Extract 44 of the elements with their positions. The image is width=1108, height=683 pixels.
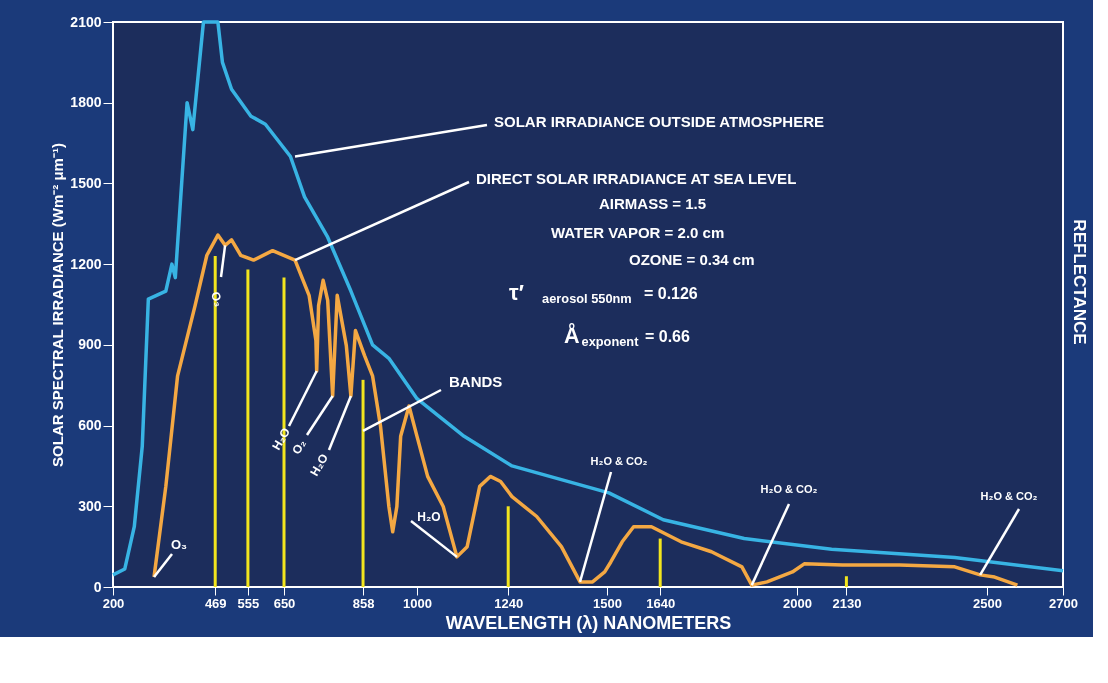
annotation: H₂O & CO₂: [760, 483, 818, 495]
y-tick-label: 0: [93, 578, 102, 595]
annotation: SOLAR IRRADIANCE OUTSIDE ATMOSPHERE: [494, 113, 825, 130]
annotation: H₂O & CO₂: [980, 490, 1038, 502]
y-tick-label: 1200: [70, 255, 102, 272]
x-tick-label: 1500: [593, 595, 622, 611]
line-series: [111, 20, 1065, 577]
x-tick-label: 555: [237, 595, 260, 611]
x-tick-label: 2700: [1049, 595, 1078, 611]
x-tick-label: 469: [204, 595, 227, 611]
y-tick-label: 1800: [70, 94, 102, 111]
annotation: O₃: [170, 537, 188, 552]
annotation: H₂O & CO₂: [590, 455, 648, 467]
bar: [506, 506, 510, 587]
annotation: AIRMASS = 1.5: [599, 195, 707, 212]
bar: [246, 269, 250, 587]
annotation: H₂O: [417, 510, 441, 524]
annotation: τ′aerosol 550nm = 0.126: [509, 280, 698, 306]
x-tick-label: 2130: [832, 595, 862, 611]
y2-axis-title: REFLECTANCE: [1070, 219, 1089, 345]
x-tick-label: 1000: [403, 595, 432, 611]
bar: [844, 576, 848, 587]
y-axis-title: SOLAR SPECTRAL IRRADIANCE (Wm⁻² μm⁻¹): [49, 143, 67, 467]
annotation: BANDS: [449, 373, 503, 390]
x-tick-label: 2000: [783, 595, 812, 611]
x-tick-label: 1640: [646, 595, 676, 611]
y-tick-label: 1500: [70, 174, 102, 191]
annotation: WATER VAPOR = 2.0 cm: [551, 224, 725, 241]
x-tick-label: 858: [352, 595, 375, 611]
x-tick-label: 2500: [973, 595, 1002, 611]
annotation: DIRECT SOLAR IRRADIANCE AT SEA LEVEL: [476, 170, 797, 187]
x-tick-label: 1240: [494, 595, 524, 611]
x-tick-label: 200: [102, 595, 125, 611]
y-tick-label: 900: [78, 336, 102, 353]
y-tick-label: 300: [78, 497, 102, 514]
x-tick-label: 650: [273, 595, 296, 611]
annotation: OZONE = 0.34 cm: [629, 251, 755, 268]
y-tick-label: 600: [78, 417, 102, 434]
y-tick-label: 2100: [70, 13, 102, 30]
annotation: O₃: [207, 289, 227, 309]
bar: [361, 379, 365, 587]
annotation: O₂: [289, 437, 309, 457]
bar: [658, 538, 662, 587]
x-axis-title: WAVELENGTH (λ) NANOMETERS: [445, 612, 732, 633]
